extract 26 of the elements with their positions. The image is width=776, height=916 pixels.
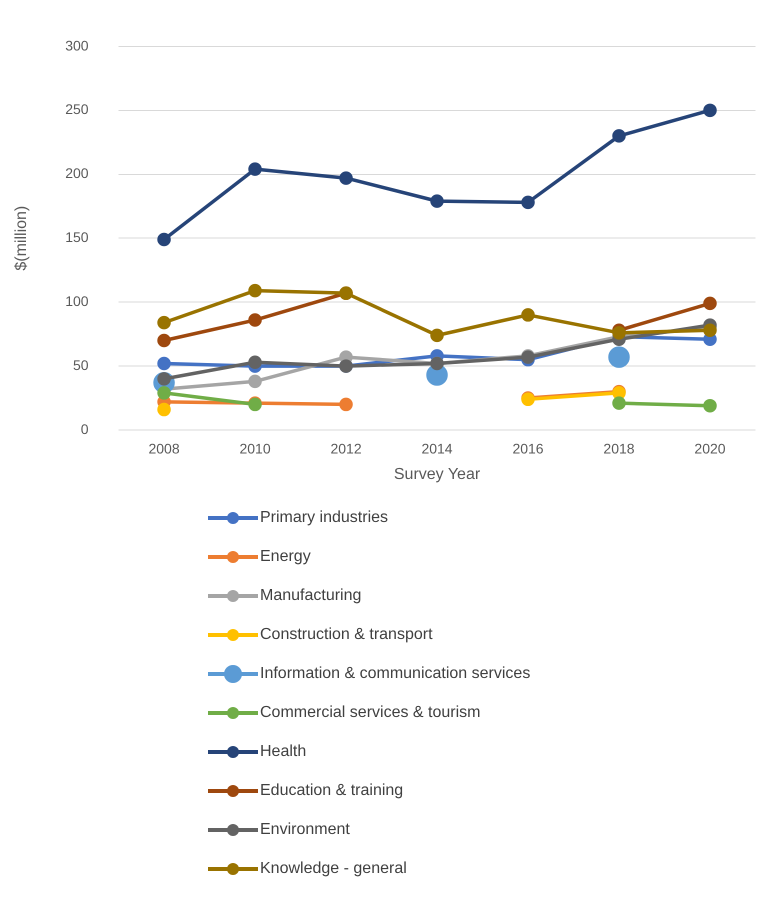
y-tick-label: 250: [65, 101, 89, 118]
legend-label: Health: [260, 742, 306, 760]
legend-label: Commercial services & tourism: [260, 704, 480, 722]
x-tick-label: 2018: [603, 440, 635, 456]
legend-label: Education & training: [260, 782, 404, 800]
legend-label: Knowledge - general: [260, 860, 407, 878]
y-tick-label: 0: [80, 420, 89, 437]
legend-label: Construction & transport: [260, 626, 433, 644]
x-axis-title: Survey Year: [394, 466, 481, 483]
legend-label: Manufacturing: [260, 586, 362, 604]
x-tick-label: 2020: [694, 440, 726, 456]
y-tick-label: 300: [65, 37, 89, 54]
legend-label: Information & communication services: [260, 664, 530, 682]
x-tick-label: 2012: [330, 440, 362, 456]
legend-label: Environment: [260, 820, 350, 838]
x-tick-label: 2014: [421, 440, 453, 456]
x-tick-label: 2008: [148, 440, 180, 456]
x-tick-label: 2016: [512, 440, 544, 456]
legend-label: Energy: [260, 548, 311, 566]
y-tick-label: 50: [72, 356, 89, 373]
y-tick-label: 200: [65, 165, 89, 182]
y-tick-label: 150: [65, 229, 89, 246]
x-tick-label: 2010: [239, 440, 271, 456]
legend-label: Primary industries: [260, 508, 388, 526]
y-tick-label: 100: [65, 292, 89, 309]
y-axis-title: $(million): [13, 206, 30, 271]
